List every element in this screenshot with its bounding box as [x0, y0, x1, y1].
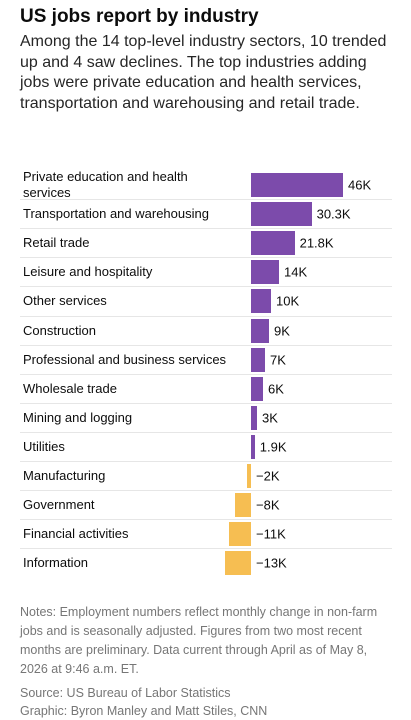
row-separator	[20, 431, 392, 433]
bar	[251, 318, 269, 343]
bar	[251, 376, 263, 401]
bar	[229, 522, 251, 547]
value-label: 21.8K	[299, 235, 334, 251]
row-separator	[20, 344, 392, 346]
bar	[251, 173, 343, 197]
row: Information −13K	[20, 549, 392, 578]
row: Utilities 1.9K	[20, 432, 392, 461]
category-label: Government	[23, 497, 95, 513]
bar	[251, 347, 265, 372]
category-label: Mining and logging	[23, 409, 133, 425]
category-label: Information	[23, 555, 89, 571]
value-label: −2K	[256, 468, 280, 484]
bar	[251, 260, 279, 285]
category-label: Construction	[23, 322, 96, 338]
row: Transportation and warehousing 30.3K	[20, 200, 392, 229]
category-label: Wholesale trade	[23, 380, 117, 396]
category-label: Private education and health services	[23, 169, 188, 200]
value-label: 46K	[348, 177, 372, 193]
category-label: Leisure and hospitality	[23, 264, 153, 280]
row-separator	[20, 402, 392, 404]
value-label: −13K	[256, 555, 287, 571]
bar	[251, 289, 271, 314]
row: Construction 9K	[20, 316, 392, 345]
bar	[251, 202, 312, 227]
value-label: 1.9K	[259, 439, 287, 455]
value-label: 7K	[270, 352, 286, 368]
row-separator	[20, 519, 392, 521]
chart-title: US jobs report by industry	[20, 6, 259, 27]
row: Leisure and hospitality 14K	[20, 258, 392, 287]
value-label: 30.3K	[316, 206, 351, 222]
value-label: 10K	[276, 293, 300, 309]
row-separator	[20, 315, 392, 317]
credit: Graphic: Byron Manley and Matt Stiles, C…	[20, 704, 268, 718]
category-label: Retail trade	[23, 235, 90, 251]
row: Private education and health services 46K	[20, 169, 392, 200]
category-label: Financial activities	[23, 526, 129, 542]
value-label: 6K	[268, 381, 284, 397]
value-label: −11K	[256, 526, 286, 542]
bar	[235, 493, 251, 518]
row: Manufacturing −2K	[20, 462, 392, 491]
bar	[225, 551, 251, 576]
row-separator	[20, 199, 392, 201]
value-label: 14K	[284, 264, 308, 280]
bar	[251, 434, 255, 459]
row-separator	[20, 286, 392, 288]
value-label: −8K	[256, 497, 280, 513]
row-separator	[20, 461, 392, 462]
row: Retail trade 21.8K	[20, 229, 392, 258]
row-separator	[20, 490, 392, 492]
row-separator	[20, 373, 392, 375]
bar	[251, 405, 257, 430]
row: Mining and logging 3K	[20, 403, 392, 432]
bar	[251, 231, 295, 256]
value-label: 9K	[274, 323, 290, 338]
chart-subtitle: Among the 14 top-level industry sectors,…	[20, 33, 387, 112]
bar	[247, 464, 251, 488]
row: Financial activities −11K	[20, 520, 392, 549]
value-label: 3K	[262, 410, 278, 426]
row: Professional and business services 7K	[20, 345, 392, 374]
notes: Notes: Employment numbers reflect monthl…	[20, 605, 378, 676]
category-label: Other services	[23, 293, 107, 309]
row: Other services 10K	[20, 287, 392, 316]
row-separator	[20, 228, 392, 230]
row-separator	[20, 257, 392, 259]
row: Wholesale trade 6K	[20, 374, 392, 403]
row: Government −8K	[20, 491, 392, 520]
category-label: Utilities	[23, 438, 65, 454]
row-separator	[20, 548, 392, 550]
source: Source: US Bureau of Labor Statistics	[20, 686, 231, 700]
category-label: Manufacturing	[23, 468, 106, 483]
category-label: Professional and business services	[23, 351, 227, 367]
category-label: Transportation and warehousing	[23, 206, 209, 222]
